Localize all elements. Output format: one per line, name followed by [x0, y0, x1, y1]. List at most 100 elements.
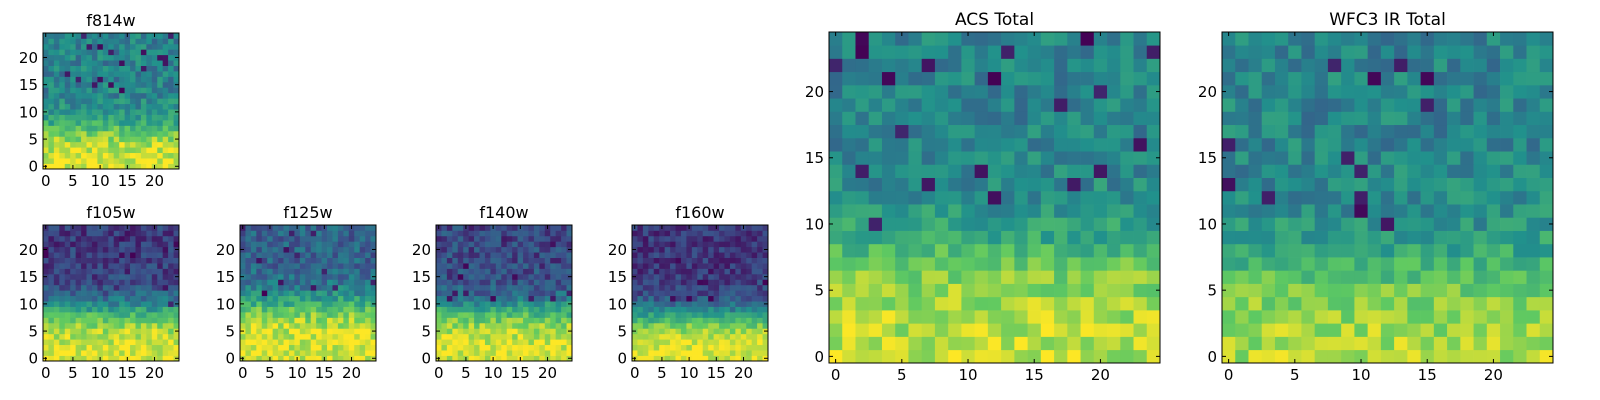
- heatmap-cell: [1001, 58, 1015, 73]
- heatmap-cell: [75, 339, 82, 346]
- heatmap-cell: [1367, 32, 1382, 46]
- heatmap-cell: [365, 284, 371, 291]
- heatmap-cell: [70, 147, 76, 154]
- heatmap-cell: [1354, 310, 1368, 324]
- heatmap-cell: [1314, 98, 1329, 112]
- heatmap-cell: [173, 306, 180, 313]
- x-tick-label: 20: [538, 364, 557, 382]
- heatmap-cell: [168, 339, 174, 346]
- heatmap-cell: [746, 306, 753, 313]
- heatmap-cell: [1314, 243, 1329, 258]
- heatmap-cell: [53, 158, 60, 164]
- heatmap-cell: [48, 312, 55, 318]
- heatmap-cell: [987, 230, 1002, 245]
- heatmap-cell: [102, 322, 109, 329]
- heatmap-cell: [119, 284, 125, 291]
- heatmap-cell: [746, 284, 753, 291]
- heatmap-cell: [267, 257, 273, 264]
- heatmap-cell: [1040, 349, 1055, 364]
- heatmap-cell: [550, 241, 557, 248]
- heatmap-cell: [124, 322, 131, 329]
- heatmap-cell: [316, 295, 322, 302]
- heatmap-cell: [305, 235, 312, 242]
- heatmap-cell: [1341, 310, 1355, 324]
- heatmap-cell: [1274, 32, 1289, 46]
- heatmap-cell: [1500, 283, 1514, 298]
- heatmap-cell: [713, 306, 720, 313]
- heatmap-cell: [713, 344, 720, 351]
- heatmap-cell: [113, 141, 120, 148]
- heatmap-cell: [484, 290, 491, 297]
- heatmap-cell: [842, 204, 856, 218]
- heatmap-cell: [452, 263, 459, 269]
- heatmap-cell: [533, 268, 540, 275]
- heatmap-cell: [305, 230, 312, 237]
- heatmap-cell: [517, 322, 524, 329]
- heatmap-cell: [675, 339, 682, 346]
- heatmap-cell: [294, 344, 301, 351]
- heatmap-cell: [321, 333, 328, 340]
- heatmap-cell: [670, 350, 676, 356]
- heatmap-cell: [675, 279, 682, 286]
- heatmap-cell: [452, 290, 459, 297]
- heatmap-cell: [135, 355, 142, 362]
- heatmap-cell: [1301, 349, 1316, 364]
- heatmap-cell: [637, 350, 644, 356]
- heatmap-cell: [81, 317, 87, 324]
- heatmap-cell: [1473, 58, 1488, 73]
- heatmap-cell: [370, 230, 377, 237]
- heatmap-cell: [1394, 71, 1408, 86]
- heatmap-cell: [316, 355, 322, 362]
- heatmap-cell: [43, 317, 49, 324]
- heatmap-cell: [59, 279, 66, 286]
- heatmap-cell: [1067, 124, 1081, 139]
- heatmap-cell: [724, 322, 731, 329]
- y-tick-label: 20: [805, 83, 824, 101]
- heatmap-cell: [81, 230, 87, 237]
- heatmap-cell: [168, 38, 174, 45]
- heatmap-cell: [1274, 71, 1289, 86]
- heatmap-cell: [1288, 270, 1302, 284]
- heatmap-cell: [670, 333, 676, 340]
- heatmap-cell: [283, 257, 290, 264]
- heatmap-cell: [1040, 137, 1055, 152]
- heatmap-cell: [157, 268, 164, 275]
- heatmap-cell: [829, 45, 843, 59]
- heatmap-cell: [632, 322, 638, 329]
- heatmap-cell: [632, 268, 638, 275]
- heatmap-cell: [735, 344, 742, 351]
- heatmap-cell: [642, 312, 649, 318]
- heatmap-cell: [81, 43, 87, 50]
- heatmap-cell: [468, 241, 475, 248]
- heatmap-cell: [659, 235, 665, 242]
- heatmap-cell: [240, 263, 246, 269]
- heatmap-cell: [316, 322, 322, 329]
- heatmap-cell: [337, 290, 344, 297]
- heatmap-cell: [272, 312, 279, 318]
- heatmap-cell: [842, 32, 856, 46]
- heatmap-cell: [108, 158, 115, 164]
- heatmap-cell: [337, 355, 344, 362]
- heatmap-cell: [86, 306, 93, 313]
- heatmap-cell: [881, 45, 896, 59]
- heatmap-cell: [1526, 270, 1541, 284]
- heatmap-cell: [108, 71, 115, 77]
- heatmap-cell: [544, 328, 551, 335]
- heatmap-cell: [446, 355, 453, 362]
- heatmap-cell: [1027, 164, 1042, 178]
- heatmap-cell: [102, 92, 109, 99]
- heatmap-cell: [642, 350, 649, 356]
- heatmap-cell: [881, 137, 896, 152]
- heatmap-cell: [140, 350, 147, 356]
- heatmap-cell: [523, 263, 529, 269]
- heatmap-cell: [168, 230, 174, 237]
- heatmap-cell: [53, 87, 60, 94]
- heatmap-cell: [278, 284, 284, 291]
- heatmap-cell: [146, 230, 153, 237]
- heatmap-cell: [327, 230, 333, 237]
- heatmap-cell: [1354, 190, 1368, 205]
- heatmap-cell: [173, 43, 180, 50]
- heatmap-cell: [173, 60, 180, 66]
- heatmap-cell: [648, 268, 655, 275]
- heatmap-cell: [729, 322, 736, 329]
